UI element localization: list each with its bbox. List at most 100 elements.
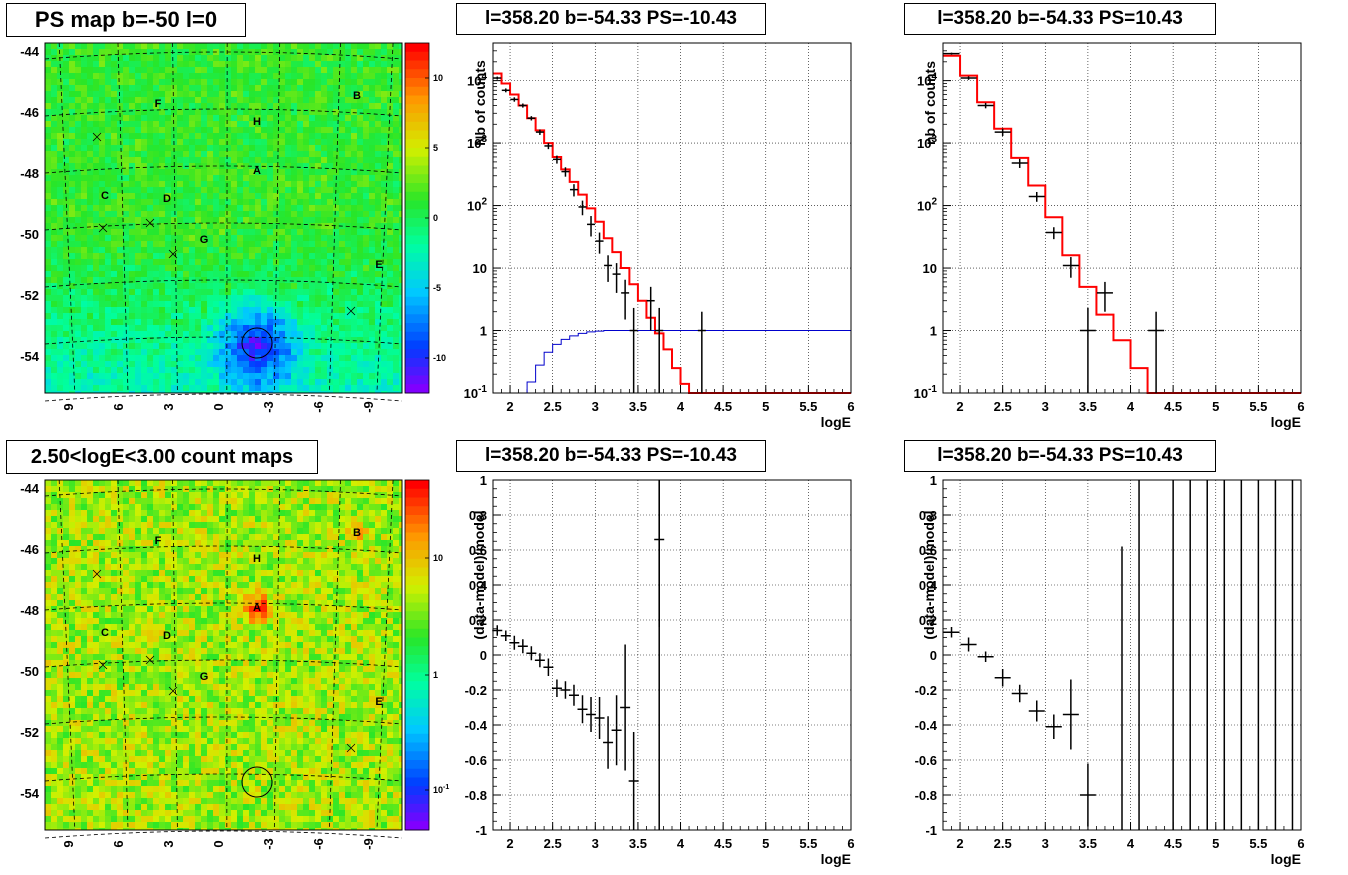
map-pixel bbox=[45, 265, 51, 271]
map-pixel bbox=[153, 193, 159, 199]
map-pixel bbox=[165, 295, 171, 301]
map-pixel bbox=[387, 157, 393, 163]
map-pixel bbox=[267, 271, 273, 277]
ps-map-x-tick: -3 bbox=[261, 401, 276, 413]
map-pixel bbox=[219, 235, 225, 241]
map-pixel bbox=[225, 546, 231, 552]
map-pixel bbox=[123, 247, 129, 253]
map-pixel bbox=[237, 373, 243, 379]
map-pixel bbox=[69, 247, 75, 253]
map-pixel bbox=[303, 343, 309, 349]
map-pixel bbox=[171, 181, 177, 187]
ps-colorbar-tick: 5 bbox=[433, 143, 438, 153]
map-pixel bbox=[279, 486, 285, 492]
map-pixel bbox=[393, 373, 399, 379]
map-pixel bbox=[261, 337, 267, 343]
map-pixel bbox=[207, 606, 213, 612]
map-pixel bbox=[393, 175, 399, 181]
map-pixel bbox=[333, 133, 339, 139]
map-pixel bbox=[291, 55, 297, 61]
map-pixel bbox=[315, 319, 321, 325]
map-pixel bbox=[303, 103, 309, 109]
map-pixel bbox=[315, 139, 321, 145]
map-pixel bbox=[255, 343, 261, 349]
map-pixel bbox=[237, 67, 243, 73]
map-pixel bbox=[267, 552, 273, 558]
ps-map-x-tick: -6 bbox=[311, 401, 326, 413]
map-pixel bbox=[153, 582, 159, 588]
map-pixel bbox=[315, 127, 321, 133]
map-pixel bbox=[207, 43, 213, 49]
map-pixel bbox=[321, 301, 327, 307]
map-pixel bbox=[315, 367, 321, 373]
map-pixel bbox=[381, 594, 387, 600]
map-pixel bbox=[303, 319, 309, 325]
map-pixel bbox=[351, 504, 357, 510]
map-pixel bbox=[393, 61, 399, 67]
map-pixel bbox=[279, 265, 285, 271]
map-pixel bbox=[51, 564, 57, 570]
map-pixel bbox=[357, 253, 363, 259]
map-pixel bbox=[117, 79, 123, 85]
map-pixel bbox=[189, 223, 195, 229]
map-pixel bbox=[297, 133, 303, 139]
map-pixel bbox=[285, 163, 291, 169]
map-pixel bbox=[99, 319, 105, 325]
map-pixel bbox=[351, 295, 357, 301]
map-pixel bbox=[399, 85, 402, 91]
map-pixel bbox=[111, 349, 117, 355]
map-pixel bbox=[315, 600, 321, 606]
map-pixel bbox=[303, 133, 309, 139]
map-pixel bbox=[363, 187, 369, 193]
map-pixel bbox=[129, 612, 135, 618]
map-pixel bbox=[123, 265, 129, 271]
map-pixel bbox=[45, 361, 51, 367]
map-pixel bbox=[135, 109, 141, 115]
map-pixel bbox=[399, 564, 402, 570]
map-pixel bbox=[213, 133, 219, 139]
map-pixel bbox=[135, 558, 141, 564]
map-pixel bbox=[189, 558, 195, 564]
map-pixel bbox=[51, 367, 57, 373]
map-pixel bbox=[393, 492, 399, 498]
map-pixel bbox=[147, 289, 153, 295]
map-pixel bbox=[279, 504, 285, 510]
map-pixel bbox=[291, 73, 297, 79]
map-pixel bbox=[333, 109, 339, 115]
map-pixel bbox=[159, 588, 165, 594]
map-pixel bbox=[291, 211, 297, 217]
map-pixel bbox=[315, 145, 321, 151]
map-pixel bbox=[321, 331, 327, 337]
map-pixel bbox=[249, 313, 255, 319]
map-pixel bbox=[243, 510, 249, 516]
map-pixel bbox=[153, 349, 159, 355]
map-pixel bbox=[117, 606, 123, 612]
map-pixel bbox=[297, 49, 303, 55]
map-pixel bbox=[219, 313, 225, 319]
colorbar-segment bbox=[405, 174, 429, 184]
map-pixel bbox=[219, 199, 225, 205]
map-pixel bbox=[339, 67, 345, 73]
map-pixel bbox=[57, 253, 63, 259]
map-pixel bbox=[381, 253, 387, 259]
map-pixel bbox=[291, 277, 297, 283]
map-pixel bbox=[93, 145, 99, 151]
map-pixel bbox=[303, 546, 309, 552]
map-pixel bbox=[117, 588, 123, 594]
map-pixel bbox=[129, 271, 135, 277]
map-pixel bbox=[207, 588, 213, 594]
map-pixel bbox=[237, 582, 243, 588]
map-pixel bbox=[273, 133, 279, 139]
map-pixel bbox=[69, 504, 75, 510]
map-pixel bbox=[333, 79, 339, 85]
map-pixel bbox=[159, 169, 165, 175]
map-pixel bbox=[81, 61, 87, 67]
map-pixel bbox=[135, 552, 141, 558]
map-pixel bbox=[399, 157, 402, 163]
map-pixel bbox=[279, 558, 285, 564]
map-pixel bbox=[309, 49, 315, 55]
map-pixel bbox=[345, 259, 351, 265]
map-pixel bbox=[273, 85, 279, 91]
map-pixel bbox=[207, 121, 213, 127]
map-pixel bbox=[189, 289, 195, 295]
